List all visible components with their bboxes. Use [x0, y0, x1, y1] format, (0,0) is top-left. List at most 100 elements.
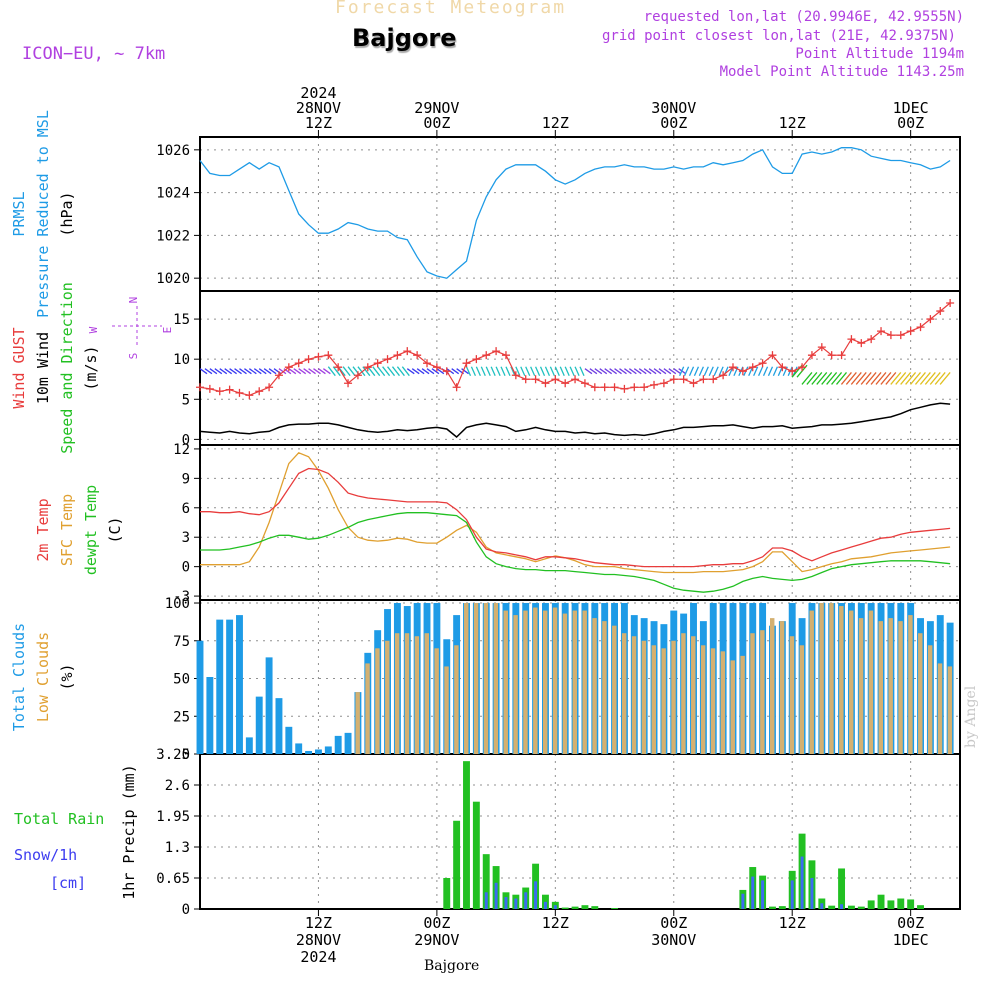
wind-arrow — [934, 372, 946, 385]
low-cloud-bar — [641, 640, 647, 754]
total-cloud-bar — [334, 735, 342, 754]
gust-marker — [916, 323, 925, 332]
low-cloud-bar — [523, 610, 528, 754]
low-cloud-bar — [710, 648, 716, 754]
wind-arrow — [451, 368, 460, 375]
wind-arrow — [850, 372, 862, 385]
wind-arrow — [244, 368, 252, 375]
wind-arrow — [840, 372, 852, 385]
panel-frame — [199, 136, 961, 292]
gust-marker — [255, 387, 264, 396]
gust-marker — [679, 375, 688, 384]
wind-arrow — [895, 372, 907, 385]
low-cloud-bar — [878, 621, 884, 754]
panel-0: 1020 1022 1024 1026 — [156, 136, 961, 292]
pressure-axis-label: Pressure Reduced to MSL — [34, 110, 52, 318]
gust-marker — [798, 363, 807, 372]
wind-arrow — [278, 368, 287, 375]
total-cloud-bar — [265, 657, 273, 754]
wind-arrow — [880, 372, 892, 385]
snow-bar — [810, 878, 814, 909]
wind-arrow — [391, 366, 400, 377]
gust-marker — [926, 315, 935, 324]
y-tick-label: 5 — [182, 392, 190, 408]
wind-axis-label: (m/s) — [82, 345, 100, 390]
low-cloud-bar — [740, 655, 745, 754]
gust-marker — [847, 335, 856, 344]
wind-arrow — [554, 366, 560, 376]
rain-bar — [907, 899, 915, 909]
gust-marker — [472, 355, 481, 364]
y-tick-label: 9 — [182, 471, 190, 487]
wind-arrow — [367, 366, 376, 377]
low-cloud-bar — [513, 615, 518, 754]
snow-bar — [820, 903, 824, 909]
total-cloud-bar — [324, 746, 332, 754]
total-cloud-bar — [206, 677, 214, 754]
total-cloud-bar — [196, 640, 204, 754]
cloud-axis-label: Low Clouds — [34, 632, 52, 722]
y-tick-label: 2.6 — [165, 778, 190, 794]
low-cloud-bar — [947, 666, 953, 754]
wind-arrow — [327, 366, 336, 377]
low-cloud-bar — [799, 645, 805, 754]
wind-arrow — [505, 366, 511, 376]
low-cloud-bar — [750, 633, 755, 754]
wind-arrow — [865, 372, 877, 385]
wind-arrow — [470, 366, 477, 376]
y-tick-label: 3 — [182, 530, 190, 546]
top-time-label: 2024 — [300, 84, 336, 102]
rain-bar — [472, 801, 480, 909]
low-cloud-bar — [621, 633, 627, 754]
precip-legend-label: Total Rain — [14, 810, 104, 828]
wind-arrow — [713, 366, 719, 376]
total-cloud-bar — [344, 732, 352, 754]
low-cloud-bar — [434, 648, 439, 754]
low-cloud-bar — [809, 610, 814, 754]
rain-bar — [769, 906, 776, 909]
gust-marker — [590, 383, 599, 392]
wind-arrow — [426, 368, 435, 375]
total-cloud-bar — [295, 743, 303, 754]
low-cloud-bar — [375, 648, 380, 754]
low-cloud-bar — [888, 618, 893, 754]
gust-marker — [314, 352, 323, 361]
low-cloud-bar — [602, 621, 607, 754]
snow-bar — [761, 880, 765, 909]
wind-arrow — [525, 366, 531, 376]
low-cloud-bar — [681, 633, 686, 754]
wind-arrow — [835, 372, 847, 385]
sfc-temp-line — [200, 452, 951, 574]
y-tick-label: 1020 — [156, 271, 190, 287]
pressure-axis-label: (hPa) — [58, 191, 76, 236]
total-cloud-bar — [236, 615, 243, 754]
wind-arrow — [663, 368, 672, 375]
low-cloud-bar — [848, 610, 854, 754]
snow-bar — [553, 905, 557, 909]
low-cloud-bar — [661, 648, 666, 754]
gust-marker — [413, 351, 422, 360]
gust-marker — [650, 380, 659, 389]
gust-marker — [738, 367, 747, 376]
gust-marker — [827, 351, 836, 360]
gust-marker — [265, 383, 274, 392]
pressure-axis-label: PRMSL — [10, 191, 28, 236]
gust-marker — [521, 375, 530, 384]
wind-arrow — [777, 366, 783, 376]
snow-bar — [514, 898, 518, 909]
rain-bar — [463, 761, 470, 909]
gust-marker — [353, 371, 362, 380]
wind-arrow — [485, 366, 491, 376]
top-time-label: 00Z — [897, 114, 924, 132]
wind-arrow — [303, 368, 312, 375]
bottom-time-label: 28NOV — [296, 931, 341, 949]
snow-bar — [484, 892, 488, 909]
gust-marker — [344, 379, 353, 388]
total-cloud-bar — [245, 737, 253, 754]
total-cloud-bar — [285, 726, 293, 754]
rain-bar — [838, 868, 846, 909]
total-cloud-bar — [305, 750, 313, 754]
rain-bar — [443, 878, 451, 909]
temp-axis-label: 2m Temp — [34, 498, 52, 561]
